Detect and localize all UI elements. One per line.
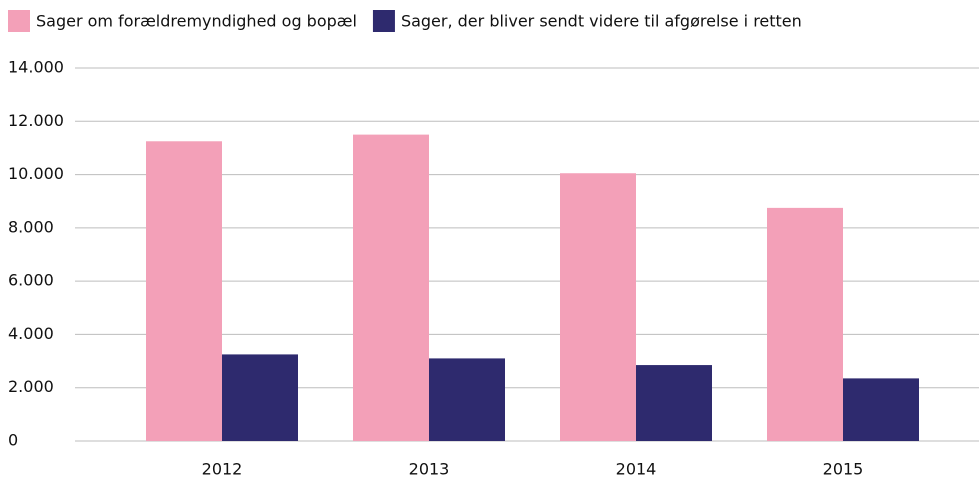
bar <box>222 354 298 441</box>
y-tick-label: 0 <box>8 431 18 450</box>
x-tick-label: 2012 <box>202 460 243 479</box>
legend-label: Sager, der bliver sendt videre til afgør… <box>401 12 802 31</box>
y-tick-label: 8.000 <box>8 217 54 236</box>
y-tick-label: 10.000 <box>8 164 64 183</box>
bar <box>429 358 505 441</box>
bar <box>767 207 843 441</box>
y-tick-label: 4.000 <box>8 324 54 343</box>
x-tick-label: 2014 <box>616 460 657 479</box>
bar <box>146 141 222 441</box>
legend-swatch <box>8 10 30 32</box>
bar <box>843 378 919 441</box>
legend-swatch <box>372 10 395 32</box>
y-tick-label: 14.000 <box>8 58 64 77</box>
x-tick-label: 2013 <box>409 460 450 479</box>
bar <box>353 134 429 441</box>
y-tick-label: 12.000 <box>8 111 64 130</box>
y-tick-label: 2.000 <box>8 377 54 396</box>
y-tick-label: 6.000 <box>8 271 54 290</box>
legend-label: Sager om forældremyndighed og bopæl <box>36 12 357 31</box>
x-tick-label: 2015 <box>823 460 864 479</box>
bar <box>560 173 636 441</box>
bar <box>636 365 712 441</box>
